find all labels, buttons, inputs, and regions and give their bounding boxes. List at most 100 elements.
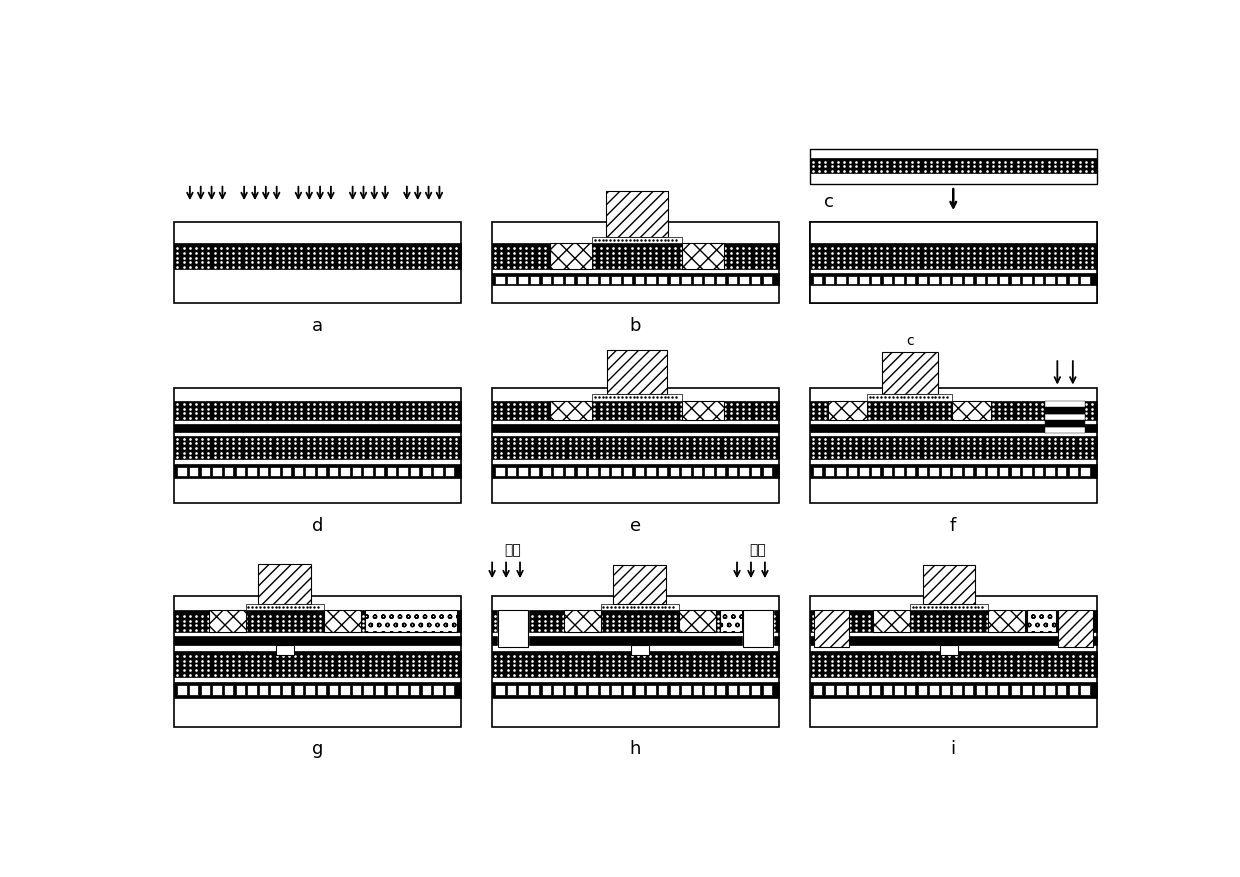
Bar	[1022, 685, 1032, 695]
Bar	[630, 645, 650, 655]
Bar	[1045, 427, 1085, 433]
Text: f: f	[950, 517, 956, 535]
Bar	[1080, 275, 1090, 283]
Bar	[894, 275, 904, 283]
Bar	[751, 467, 760, 476]
Text: e: e	[630, 517, 641, 535]
Text: d: d	[312, 517, 324, 535]
Bar	[682, 401, 724, 420]
Bar	[859, 685, 869, 695]
Bar	[1011, 275, 1019, 283]
Bar	[606, 350, 667, 395]
Bar	[810, 243, 1096, 269]
Bar	[601, 604, 678, 610]
Bar	[810, 149, 1096, 184]
Bar	[825, 467, 833, 476]
Bar	[492, 388, 779, 503]
Text: 刻蚀: 刻蚀	[749, 543, 766, 557]
Bar	[565, 275, 574, 283]
Bar	[553, 467, 563, 476]
Bar	[1045, 467, 1055, 476]
Bar	[175, 610, 461, 632]
Bar	[646, 275, 656, 283]
Bar	[717, 467, 725, 476]
Bar	[498, 610, 528, 647]
Bar	[492, 595, 779, 727]
Bar	[1045, 420, 1085, 427]
Bar	[593, 395, 682, 401]
Bar	[275, 645, 294, 655]
Bar	[952, 467, 962, 476]
Bar	[670, 467, 680, 476]
Bar	[965, 467, 973, 476]
Bar	[965, 685, 973, 695]
Bar	[224, 467, 233, 476]
Bar	[175, 388, 461, 503]
Bar	[728, 685, 737, 695]
Bar	[352, 467, 361, 476]
Bar	[848, 275, 857, 283]
Bar	[445, 467, 454, 476]
Bar	[549, 401, 593, 420]
Text: c: c	[906, 334, 914, 348]
Bar	[498, 610, 528, 647]
Bar	[813, 685, 822, 695]
Bar	[340, 467, 350, 476]
Bar	[682, 243, 724, 269]
Bar	[743, 610, 773, 647]
Bar	[1045, 401, 1085, 407]
Bar	[549, 243, 593, 269]
Bar	[283, 685, 291, 695]
Bar	[507, 685, 516, 695]
Bar	[565, 467, 574, 476]
Bar	[728, 275, 737, 283]
Bar	[270, 467, 280, 476]
Bar	[305, 467, 315, 476]
Bar	[188, 467, 198, 476]
Bar	[175, 595, 461, 727]
Bar	[681, 685, 691, 695]
Bar	[492, 401, 779, 420]
Bar	[810, 388, 1096, 503]
Bar	[1045, 275, 1055, 283]
Bar	[763, 467, 771, 476]
Bar	[923, 566, 976, 604]
Bar	[624, 685, 632, 695]
Bar	[836, 275, 846, 283]
Bar	[693, 275, 702, 283]
Bar	[810, 222, 1096, 303]
Bar	[1080, 467, 1090, 476]
Bar	[611, 685, 621, 695]
Bar	[836, 467, 846, 476]
Bar	[553, 275, 563, 283]
Bar	[258, 564, 311, 604]
Bar	[952, 275, 962, 283]
Bar	[1056, 467, 1066, 476]
Bar	[518, 685, 528, 695]
Bar	[751, 685, 760, 695]
Bar	[492, 610, 779, 632]
Bar	[317, 467, 326, 476]
Bar	[1022, 467, 1032, 476]
Bar	[600, 275, 609, 283]
Bar	[810, 222, 1096, 303]
Bar	[175, 464, 461, 478]
Bar	[410, 467, 419, 476]
Bar	[810, 464, 1096, 478]
Bar	[717, 275, 725, 283]
Bar	[810, 651, 1096, 677]
Bar	[363, 685, 373, 695]
Bar	[564, 610, 601, 632]
Bar	[224, 685, 233, 695]
Bar	[929, 467, 939, 476]
Bar	[658, 685, 667, 695]
Bar	[492, 222, 779, 303]
Bar	[410, 685, 419, 695]
Bar	[1056, 275, 1066, 283]
Bar	[259, 467, 268, 476]
Bar	[340, 685, 350, 695]
Bar	[177, 467, 187, 476]
Text: 刻蚀: 刻蚀	[505, 543, 522, 557]
Text: i: i	[951, 740, 956, 759]
Bar	[941, 467, 950, 476]
